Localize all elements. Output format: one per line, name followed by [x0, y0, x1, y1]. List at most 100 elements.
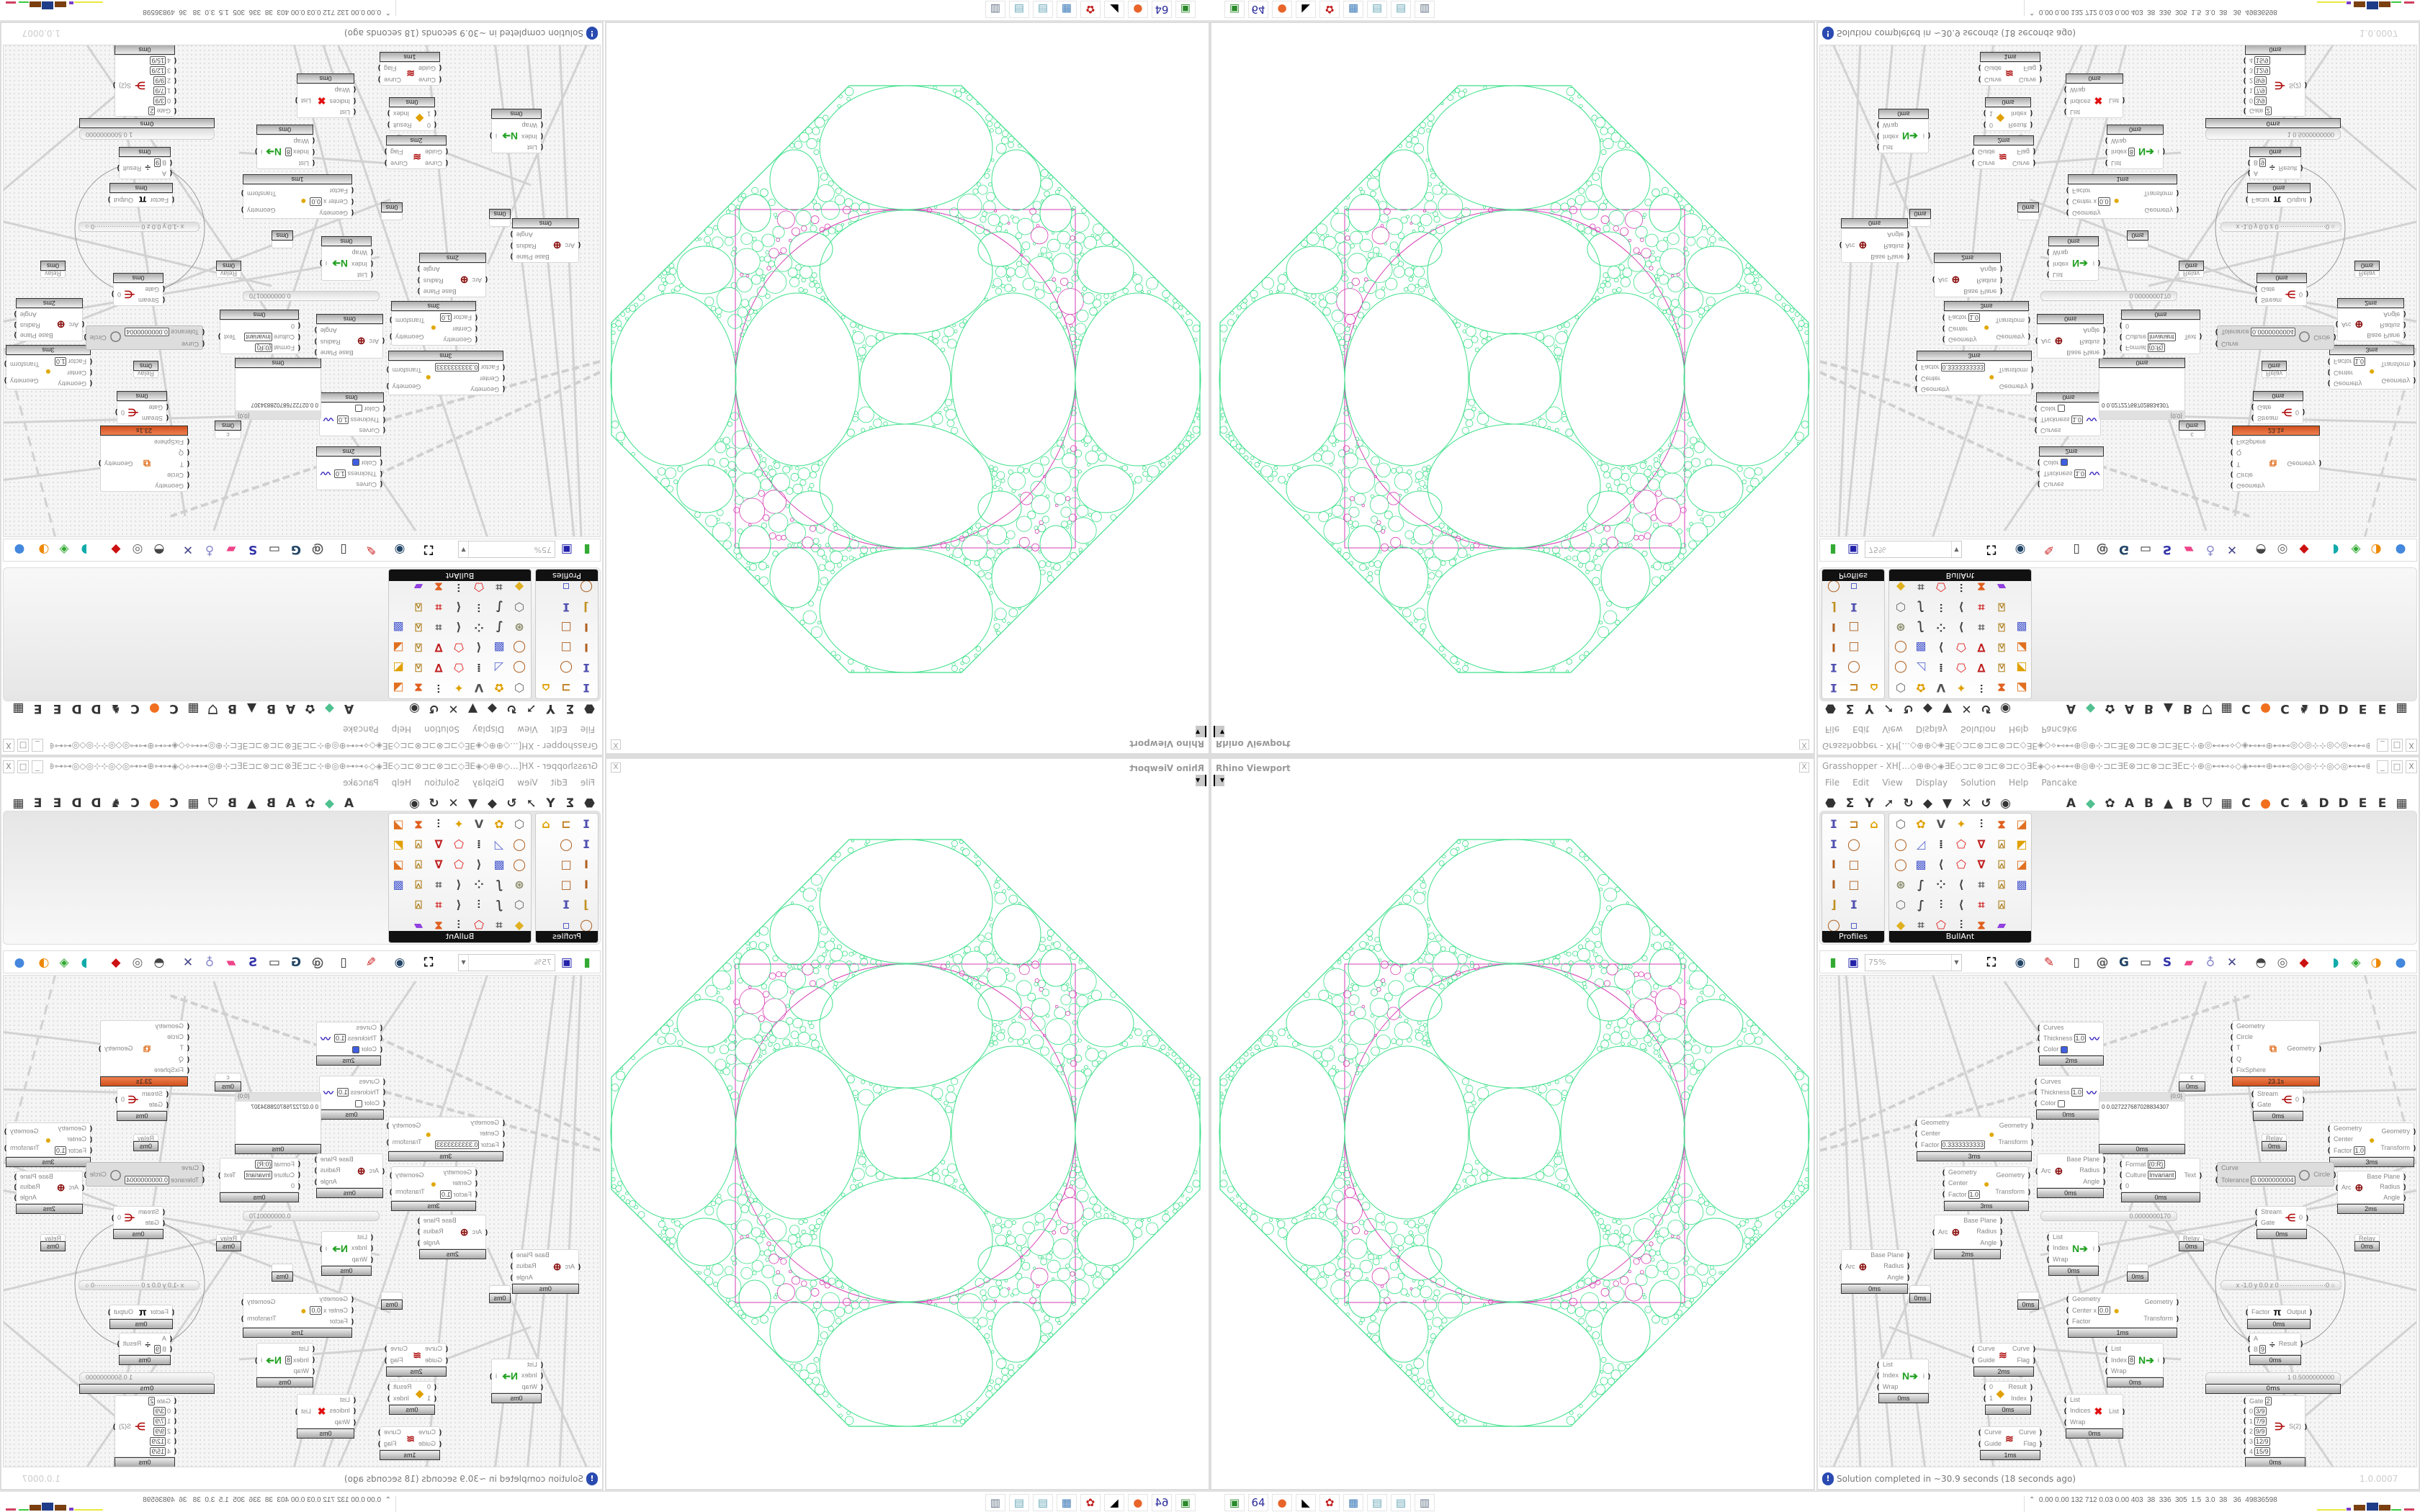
profile-i-icon[interactable]: I: [584, 641, 588, 654]
output-base-plane[interactable]: Base Plane: [321, 1156, 354, 1164]
input-value[interactable]: 7/9: [2254, 1417, 2267, 1426]
box-icon[interactable]: ⬡: [514, 681, 524, 695]
input-value[interactable]: 2: [2264, 107, 2272, 115]
tab-icon[interactable]: ▦: [12, 796, 24, 811]
output-radius[interactable]: Radius: [1976, 1228, 2002, 1236]
input-list[interactable]: List: [285, 1345, 309, 1353]
warp-icon[interactable]: ⧗: [434, 580, 443, 594]
output-transform[interactable]: Transform: [247, 1315, 277, 1323]
ladder-icon[interactable]: ⫶: [1939, 600, 1942, 614]
grid-lines-icon[interactable]: ⁞: [1938, 837, 1944, 851]
output-angle[interactable]: Angle: [1980, 1239, 2002, 1247]
input-0[interactable]: 0: [1989, 121, 1993, 129]
scale-node[interactable]: GeometryCenter x0.0Factor●GeometryTransf…: [2068, 174, 2177, 219]
input-factor[interactable]: Factor: [2251, 197, 2270, 204]
input-0[interactable]: 0: [1984, 1383, 1993, 1391]
output-result[interactable]: Result: [2008, 121, 2027, 129]
chevron-down-icon[interactable]: ▼: [1951, 541, 1961, 557]
viewport-close-button[interactable]: X: [1799, 739, 1809, 750]
curve-guide-node[interactable]: CurveGuide≋CurveFlag2ms: [1973, 135, 2034, 169]
viewport-dropdown[interactable]: ▼: [1196, 775, 1206, 786]
profile-i-icon[interactable]: I: [1832, 878, 1836, 891]
close-button[interactable]: X: [3, 760, 14, 773]
tab-icon[interactable]: A: [344, 701, 354, 716]
param-node[interactable]: Relay 0ms: [215, 261, 241, 278]
output-geometry[interactable]: Geometry: [1996, 1171, 2030, 1179]
input-curves[interactable]: Curves: [337, 1078, 380, 1086]
profile-i-icon[interactable]: I: [1832, 621, 1836, 634]
input-index[interactable]: Index8: [2105, 1356, 2136, 1364]
flower-icon[interactable]: ✿: [1916, 817, 1926, 831]
profile-channel-icon[interactable]: ⊐: [1849, 817, 1859, 831]
new-file-icon[interactable]: ▮: [583, 542, 591, 557]
curve-guide-node[interactable]: CurveGuide≋CurveFlag2ms: [386, 135, 447, 169]
v-lines-icon[interactable]: V: [474, 681, 484, 695]
tab-icon[interactable]: ↻: [506, 796, 517, 811]
tab-icon[interactable]: ▲: [2163, 701, 2174, 716]
window-icon[interactable]: ▭: [2139, 542, 2152, 557]
tab-icon[interactable]: A: [285, 796, 296, 811]
input-center[interactable]: Center: [440, 1179, 472, 1187]
plugin-icon[interactable]: ▯: [2073, 955, 2080, 970]
stream-filter-node[interactable]: Gate203/917/929/9312/9415/9⋺S(2)0ms: [2245, 45, 2305, 117]
output-index[interactable]: Index: [393, 109, 409, 117]
color-swatch[interactable]: [352, 459, 360, 467]
arc-node[interactable]: Arc⊕Base PlaneRadiusAngle2ms: [2337, 298, 2405, 341]
notepad-icon[interactable]: ▤: [1009, 1494, 1029, 1511]
tab-icon[interactable]: E: [53, 701, 62, 716]
input-wrap[interactable]: Wrap: [285, 137, 309, 145]
input-guide[interactable]: Guide: [1984, 64, 2002, 72]
search-icon[interactable]: S: [2162, 955, 2172, 970]
ladder-icon[interactable]: ⫶: [1939, 898, 1942, 912]
tab-icon[interactable]: ➚: [526, 796, 537, 811]
input-factor[interactable]: Factor0.3333333333: [1921, 363, 1986, 372]
tab-icon[interactable]: C: [130, 701, 140, 716]
number-slider[interactable]: 1 0.5000000000: [2205, 1372, 2341, 1384]
ring-icon[interactable]: ◯: [513, 837, 526, 851]
output-geometry[interactable]: Geometry: [10, 1128, 39, 1135]
profiles-panel-label[interactable]: Profiles: [536, 570, 598, 581]
param-node[interactable]: 0ms: [381, 1292, 403, 1310]
zoom-level-select[interactable]: 75% ▼: [458, 541, 555, 558]
input-geometry[interactable]: Geometry: [2231, 1022, 2266, 1030]
plugin-icon[interactable]: ▯: [2073, 542, 2080, 557]
tab-icon[interactable]: ▦: [187, 796, 200, 811]
input-factor[interactable]: Factor0.3333333333: [1915, 1140, 1986, 1149]
v-red-icon[interactable]: ∇: [434, 858, 443, 871]
plane-icon[interactable]: ◿: [494, 661, 504, 675]
polygon-red-icon[interactable]: ⬠: [454, 641, 464, 654]
input-thickness[interactable]: Thickness1.0: [2035, 1088, 2084, 1097]
surface-yellow-icon[interactable]: ◩: [2016, 661, 2027, 675]
tab-icon[interactable]: ▲: [246, 796, 257, 811]
input-a[interactable]: A: [154, 1335, 166, 1343]
input-arc[interactable]: Arc: [2336, 1184, 2351, 1192]
input-thickness[interactable]: Thickness1.0: [336, 415, 380, 424]
param-node[interactable]: c 0ms: [215, 420, 241, 439]
tab-icon[interactable]: D: [71, 701, 82, 716]
input-wrap[interactable]: Wrap: [329, 86, 350, 94]
input-arc[interactable]: Arc: [69, 1184, 79, 1192]
input-curves[interactable]: Curves: [2043, 480, 2086, 488]
output-radius[interactable]: Radius: [20, 321, 40, 329]
input-wrap[interactable]: Wrap: [521, 121, 537, 129]
output-base-plane[interactable]: Base Plane: [2367, 331, 2400, 339]
input-arc[interactable]: Arc: [369, 1167, 380, 1175]
tab-icon[interactable]: ✕: [1961, 796, 1972, 811]
output-i[interactable]: i: [2158, 148, 2159, 156]
input-gate[interactable]: Gate: [138, 285, 159, 293]
ladder-icon[interactable]: ⫶: [437, 817, 441, 831]
pack-node[interactable]: GeometryCircleTQFixSphere⧉Geometry23.1s: [100, 426, 188, 492]
input-indices[interactable]: Indices: [329, 97, 350, 105]
input-center[interactable]: Center: [435, 1130, 499, 1138]
input-factor[interactable]: Factor: [150, 1308, 169, 1316]
output-base-plane[interactable]: Base Plane: [321, 348, 354, 356]
number-slider[interactable]: 0.0000000170: [2040, 291, 2177, 301]
grid-lines-icon[interactable]: ⁞: [476, 661, 482, 675]
lock-icon[interactable]: ⍓: [1998, 661, 2005, 675]
input-value[interactable]: 15/9: [150, 1447, 166, 1456]
input-stream[interactable]: Stream: [138, 296, 159, 304]
window-icon[interactable]: ▭: [268, 542, 281, 557]
scale-node[interactable]: GeometryCenterFactor1.0●GeometryTransfor…: [1944, 301, 2029, 346]
